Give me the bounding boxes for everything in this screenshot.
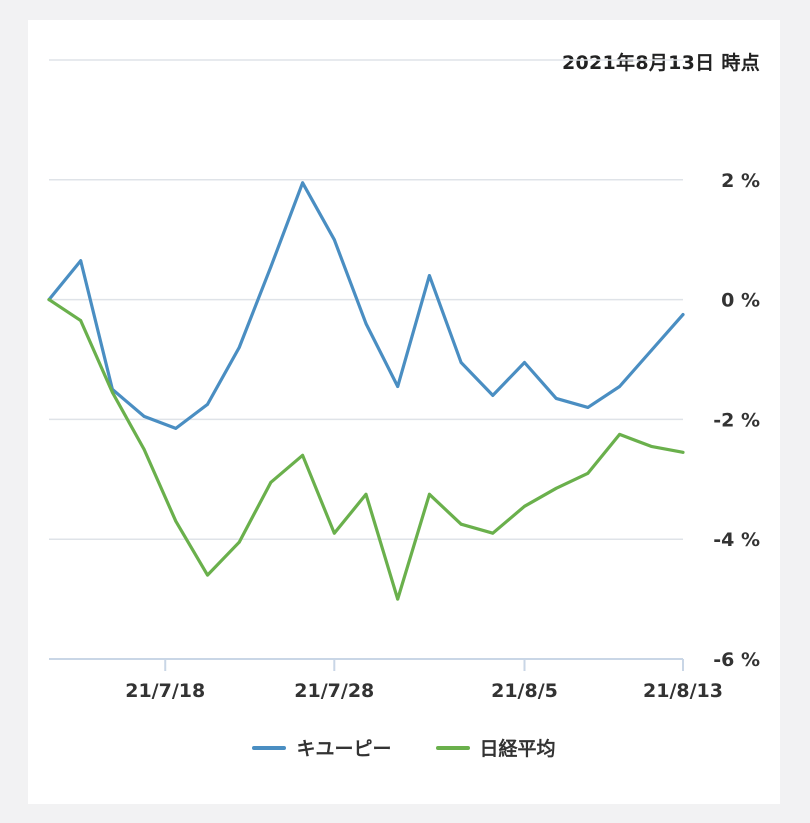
y-tick-label: 2 % xyxy=(721,170,760,192)
data-point xyxy=(238,346,241,349)
data-point xyxy=(301,454,304,457)
legend-item-kewpie[interactable]: キユーピー xyxy=(252,734,391,761)
data-point xyxy=(682,451,685,454)
x-tick-label: 21/8/13 xyxy=(643,680,723,702)
data-point xyxy=(682,313,685,316)
y-tick-label: -6 % xyxy=(713,649,760,671)
data-point xyxy=(650,349,653,352)
legend-label-kewpie: キユーピー xyxy=(296,734,391,761)
data-point xyxy=(365,493,368,496)
x-tick-label: 21/7/18 xyxy=(125,680,205,702)
data-point xyxy=(333,238,336,241)
data-point xyxy=(365,322,368,325)
data-point xyxy=(206,403,209,406)
y-tick-label: -2 % xyxy=(713,409,760,431)
data-point xyxy=(523,361,526,364)
data-point xyxy=(79,259,82,262)
data-point xyxy=(618,385,621,388)
data-point xyxy=(555,397,558,400)
series-line-kewpie xyxy=(49,183,683,429)
data-point xyxy=(587,406,590,409)
data-point xyxy=(174,427,177,430)
data-point xyxy=(428,493,431,496)
legend-item-nikkei[interactable]: 日経平均 xyxy=(436,734,556,761)
data-point xyxy=(523,505,526,508)
data-point xyxy=(206,574,209,577)
data-point xyxy=(396,598,399,601)
data-point xyxy=(143,415,146,418)
legend-swatch-nikkei xyxy=(436,746,470,750)
legend-swatch-kewpie xyxy=(252,746,286,750)
x-tick-label: 21/7/28 xyxy=(294,680,374,702)
data-point xyxy=(238,541,241,544)
data-point xyxy=(587,472,590,475)
y-tick-label: 0 % xyxy=(721,290,760,312)
data-point xyxy=(460,361,463,364)
legend-label-nikkei: 日経平均 xyxy=(480,734,556,761)
data-point xyxy=(79,319,82,322)
data-point xyxy=(491,532,494,535)
data-point xyxy=(428,274,431,277)
y-tick-label: -4 % xyxy=(713,529,760,551)
data-point xyxy=(333,532,336,535)
data-point xyxy=(491,394,494,397)
data-point xyxy=(618,433,621,436)
data-point xyxy=(48,298,51,301)
data-point xyxy=(555,487,558,490)
data-point xyxy=(301,181,304,184)
line-chart: 2 % 0 % -2 % -4 % -6 % 21/7/18 21/7/28 21/8/5 2… xyxy=(28,20,780,720)
x-tick-label: 21/8/5 xyxy=(491,680,558,702)
legend: キユーピー 日経平均 xyxy=(28,734,780,761)
data-point xyxy=(270,481,273,484)
data-point xyxy=(270,265,273,268)
data-point xyxy=(111,391,114,394)
data-point xyxy=(396,385,399,388)
data-point xyxy=(650,445,653,448)
data-point xyxy=(460,523,463,526)
chart-card: 2021年8月13日 時点 2 % 0 % -2 % -4 % -6 % 21/7/18… xyxy=(28,20,780,804)
data-point xyxy=(174,520,177,523)
data-point xyxy=(143,448,146,451)
